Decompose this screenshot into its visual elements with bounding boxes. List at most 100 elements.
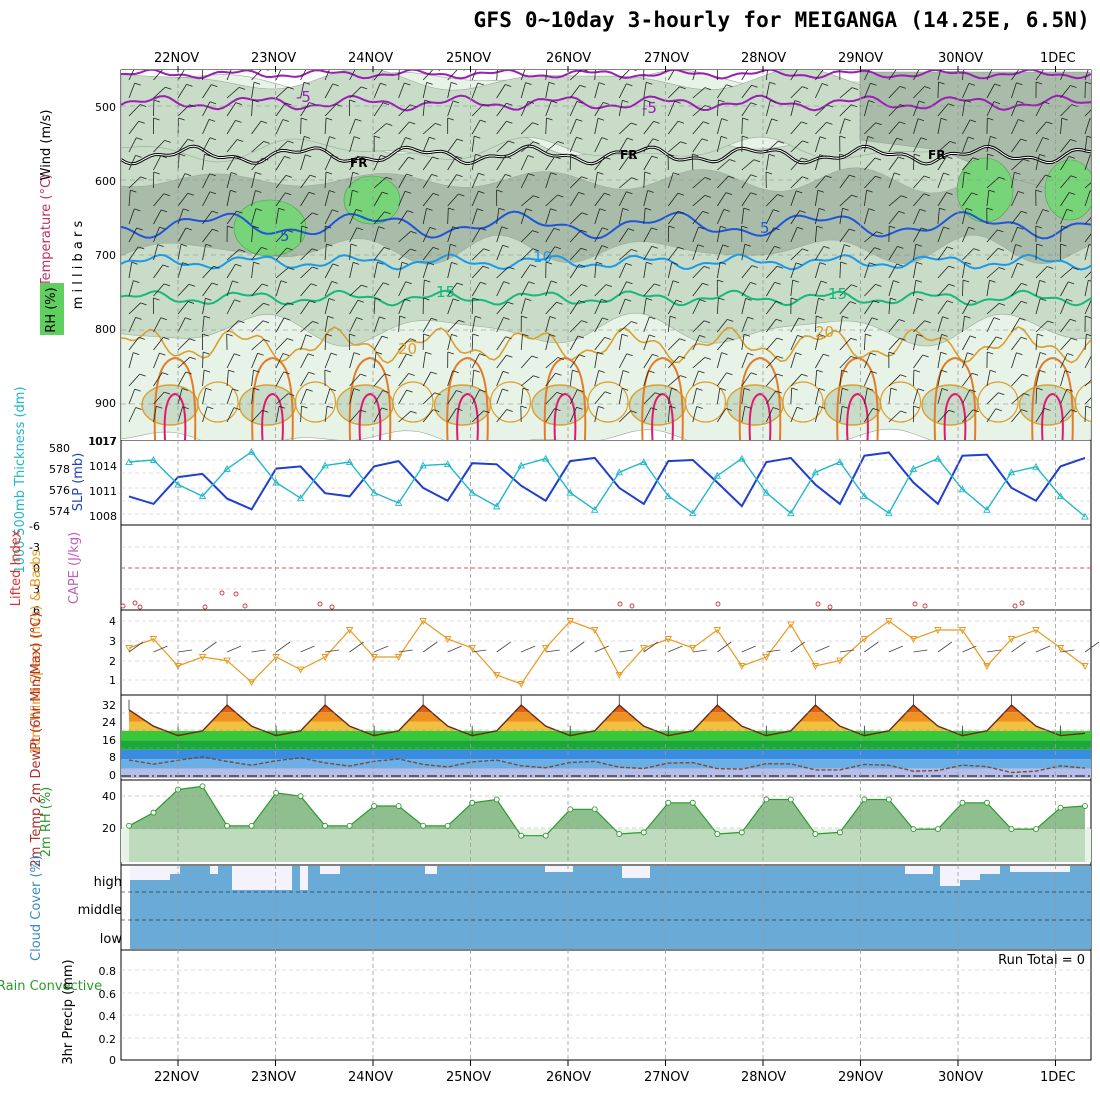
wind-barb xyxy=(471,389,480,405)
wind-barb-flag xyxy=(1070,175,1077,179)
wind-barb-flag xyxy=(581,212,588,216)
wind-barb xyxy=(888,137,898,153)
wind-barb xyxy=(496,336,506,351)
wind-barb xyxy=(545,70,548,81)
wind-barb-flag xyxy=(458,319,465,323)
rh-lower-blob xyxy=(531,384,589,426)
wind10m-barb xyxy=(153,645,168,653)
wind-barb-flag xyxy=(447,351,454,355)
slp-marker xyxy=(1081,512,1089,520)
wind-barb xyxy=(422,392,435,405)
ylabel-precip-right: 3hr Precip (mm) xyxy=(61,959,76,1064)
wind-barb-flag xyxy=(998,267,1006,270)
wind-barb-flag xyxy=(234,155,242,159)
wind-barb xyxy=(937,81,939,99)
wind-barb xyxy=(251,353,258,369)
wind-barb-flag xyxy=(727,319,734,322)
wind-barb xyxy=(790,121,802,135)
wind-barb-flag xyxy=(917,118,925,122)
wind-barb xyxy=(937,118,942,135)
wind-barb xyxy=(349,409,361,423)
wind-barb xyxy=(447,156,457,171)
wind-barb-flag xyxy=(1021,283,1028,286)
wind-barb xyxy=(128,227,138,243)
wind-barb xyxy=(765,245,775,261)
wind-barb-flag xyxy=(479,353,486,357)
wind-barb xyxy=(496,84,506,99)
wind-barb-flag xyxy=(162,264,169,268)
wind-barb-flag xyxy=(456,390,463,393)
wind-barb xyxy=(251,141,264,153)
wind-barb-flag xyxy=(163,283,171,287)
wind10m-marker xyxy=(345,627,354,634)
wind-barb-flag xyxy=(597,117,605,121)
wind-barb-flag xyxy=(840,261,847,265)
wind-barb xyxy=(1011,158,1024,171)
wind-barb-flag xyxy=(703,266,711,269)
wind-barb xyxy=(349,262,354,279)
wind-barb xyxy=(226,299,235,315)
wind-barb xyxy=(962,262,966,279)
wind-barb-flag xyxy=(475,153,482,157)
wind-barb xyxy=(716,118,722,135)
wind-barb-flag xyxy=(350,243,357,247)
contour-label: 15 xyxy=(436,283,455,301)
wind-barb-flag xyxy=(1061,225,1068,229)
wind-barb-flag xyxy=(941,334,948,337)
wind-barb xyxy=(128,246,139,261)
wind-barb xyxy=(226,190,231,207)
wind10m-marker xyxy=(370,654,378,661)
wind-barb xyxy=(814,154,821,171)
wind-barb xyxy=(913,118,919,135)
wind-barb-flag xyxy=(626,191,633,195)
wind-barb-flag xyxy=(677,210,685,214)
wind-barb xyxy=(839,406,843,423)
wind-barb xyxy=(349,317,357,333)
wind-barb xyxy=(153,86,166,99)
wind-barb xyxy=(594,172,598,189)
wind-barb-flag xyxy=(968,226,975,230)
wind-barb xyxy=(864,371,872,387)
wind-barb xyxy=(594,317,603,333)
wind-barb xyxy=(349,118,356,135)
cloud-gap xyxy=(130,866,170,880)
tick-label: 1011 xyxy=(89,485,117,498)
wind10m-barb xyxy=(496,641,511,653)
wind-barb xyxy=(741,70,749,81)
wind-barb xyxy=(153,283,165,297)
wind-barb xyxy=(520,281,529,297)
wind-barb-flag xyxy=(479,389,486,393)
panel-frame xyxy=(120,609,1092,696)
wind-barb-flag xyxy=(844,244,851,247)
wind-barb xyxy=(202,101,211,117)
wind-barb-flag xyxy=(581,176,588,180)
wind-barb xyxy=(324,136,330,153)
wind-barb xyxy=(790,70,798,81)
wind-barb-flag xyxy=(506,409,513,412)
wind-barb-flag xyxy=(994,66,1000,68)
wind10m-barb xyxy=(1084,641,1100,653)
wind-barb-flag xyxy=(557,141,564,144)
wind-barb xyxy=(128,280,134,297)
wind-barb-flag xyxy=(924,320,931,324)
panel-frame xyxy=(120,949,1092,1061)
wind-barb xyxy=(545,228,555,243)
wind-barb-flag xyxy=(799,67,805,69)
isotherm-25 xyxy=(251,356,294,440)
tick-label: 0.8 xyxy=(99,965,117,978)
cloud-gap xyxy=(940,866,960,886)
wind-barb xyxy=(888,195,902,207)
wind-barb-flag xyxy=(630,122,638,126)
slp-marker xyxy=(198,492,207,500)
wind-barb-flag xyxy=(325,333,333,337)
wind-barb-flag xyxy=(355,118,362,122)
slp-marker xyxy=(909,464,918,472)
wind-barb-flag xyxy=(744,405,752,409)
wind-barb-flag xyxy=(818,334,826,337)
wind-barb xyxy=(1035,137,1044,153)
rh-lower-blob xyxy=(684,381,727,423)
wind-barb-flag xyxy=(324,225,332,229)
wind-barb-flag xyxy=(969,389,976,393)
wind-barb xyxy=(422,208,427,225)
wind-barb xyxy=(177,208,184,225)
